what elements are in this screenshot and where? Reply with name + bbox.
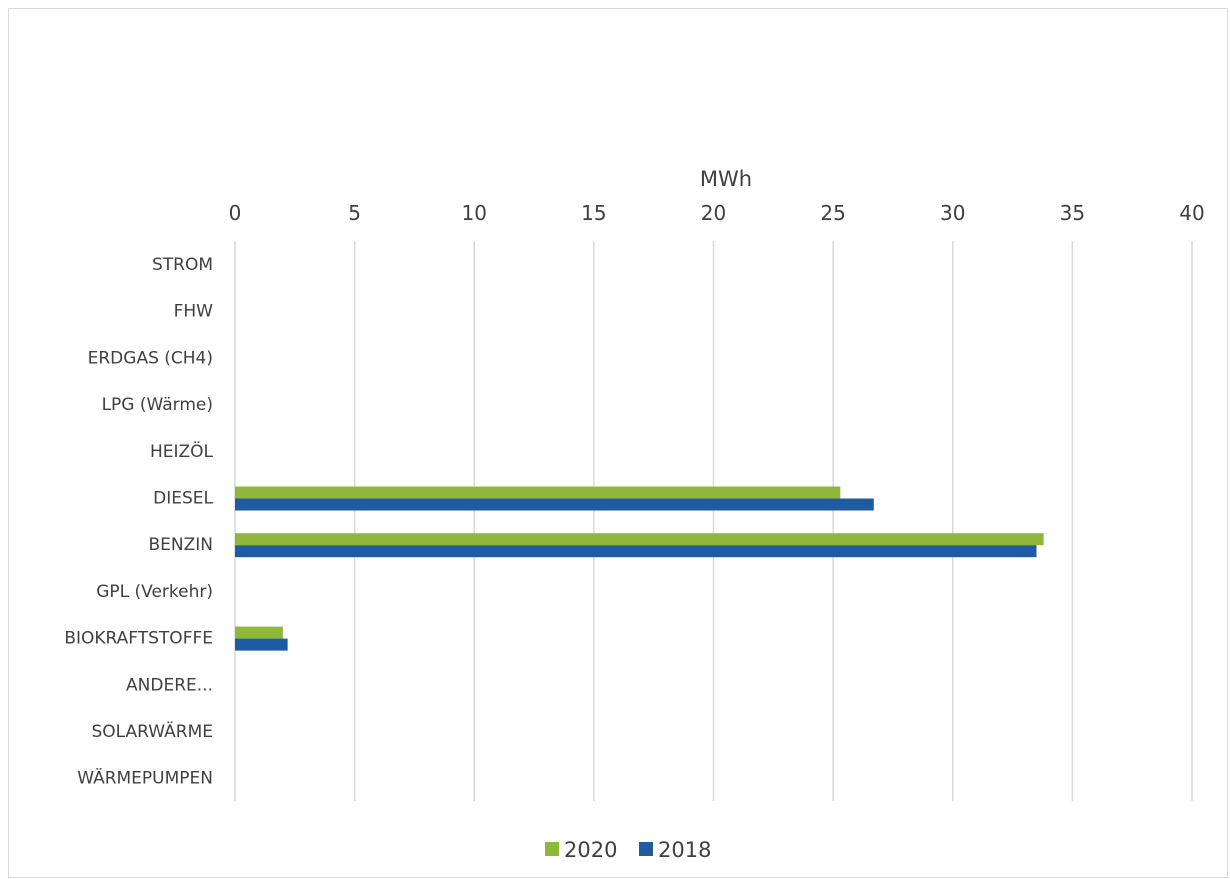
category-label: BENZIN xyxy=(149,535,214,555)
gridlines xyxy=(234,241,1193,801)
category-label: GPL (Verkehr) xyxy=(96,582,213,602)
x-axis-label: MWh xyxy=(700,167,752,191)
x-tick-label: 35 xyxy=(1060,201,1085,225)
category-label: ERDGAS (CH4) xyxy=(88,348,213,368)
bar-2020-benzin xyxy=(235,533,1044,546)
legend-label-2018: 2018 xyxy=(658,838,711,862)
category-label: SOLARWÄRME xyxy=(91,721,213,742)
category-label: WÄRMEPUMPEN xyxy=(77,768,213,789)
bar-2020-biokraftstoffe xyxy=(235,626,283,639)
category-label: HEIZÖL xyxy=(150,440,214,462)
chart-frame: 0 5 10 15 20 25 30 35 40 STROM FHW ERDGAS (CH4) LPG… xyxy=(8,8,1228,878)
category-label: FHW xyxy=(174,302,214,322)
bar-2018-biokraftstoffe xyxy=(235,638,288,651)
x-tick-label: 30 xyxy=(940,201,965,225)
bars xyxy=(235,486,1044,651)
legend-swatch-2020 xyxy=(545,842,559,856)
x-tick-label: 10 xyxy=(462,201,487,225)
x-tick-label: 5 xyxy=(348,201,361,225)
category-label: ANDERE... xyxy=(126,675,213,695)
legend-swatch-2018 xyxy=(639,842,653,856)
x-tick-label: 40 xyxy=(1179,201,1204,225)
legend-label-2020: 2020 xyxy=(564,838,617,862)
x-tick-labels: 0 5 10 15 20 25 30 35 40 xyxy=(229,201,1205,225)
bar-2020-diesel xyxy=(235,486,841,499)
category-label: DIESEL xyxy=(153,489,213,509)
bar-chart: 0 5 10 15 20 25 30 35 40 STROM FHW ERDGAS (CH4) LPG… xyxy=(64,167,1205,862)
x-tick-label: 0 xyxy=(229,201,242,225)
category-label: BIOKRAFTSTOFFE xyxy=(64,629,213,649)
x-tick-label: 20 xyxy=(701,201,726,225)
legend: 2020 2018 xyxy=(545,838,711,862)
bar-2018-benzin xyxy=(235,545,1037,558)
x-tick-label: 15 xyxy=(581,201,606,225)
bar-2018-diesel xyxy=(235,498,874,511)
category-label: STROM xyxy=(152,255,213,275)
x-tick-label: 25 xyxy=(820,201,845,225)
category-labels: STROM FHW ERDGAS (CH4) LPG (Wärme) HEIZÖL DIE… xyxy=(64,255,213,789)
category-label: LPG (Wärme) xyxy=(102,395,213,415)
